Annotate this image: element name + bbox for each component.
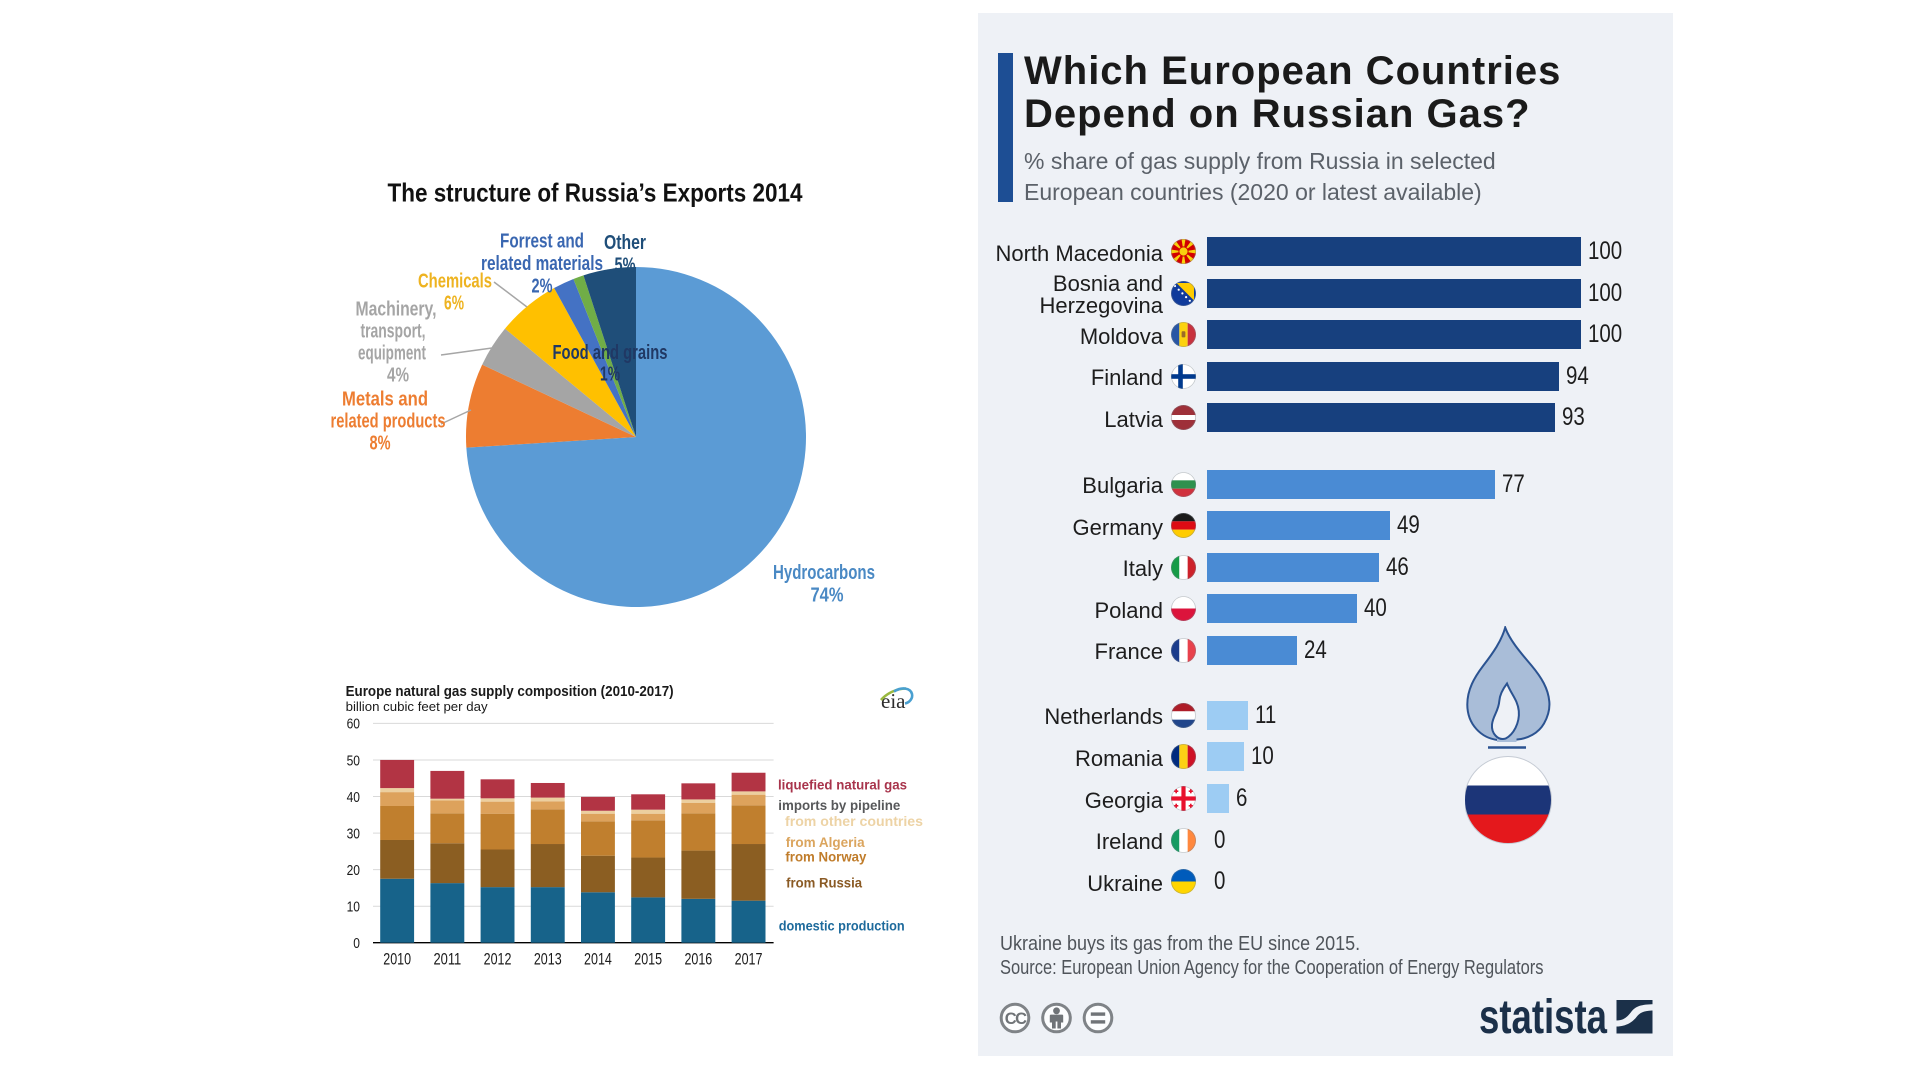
svg-text:from other countries: from other countries (785, 814, 923, 829)
svg-text:related products: related products (331, 411, 446, 433)
svg-text:Chemicals: Chemicals (418, 271, 492, 293)
svg-text:Metals and: Metals and (342, 388, 428, 410)
svg-text:5%: 5% (615, 254, 636, 276)
svg-text:40: 40 (347, 790, 360, 806)
svg-text:Europe natural gas supply comp: Europe natural gas supply composition (2… (346, 684, 674, 700)
svg-text:20: 20 (347, 863, 360, 879)
svg-text:30: 30 (347, 826, 360, 842)
svg-text:The structure of Russia’s Expo: The structure of Russia’s Exports 2014 (388, 178, 803, 208)
svg-text:0: 0 (353, 936, 360, 952)
svg-text:imports by pipeline: imports by pipeline (778, 798, 900, 813)
svg-text:2010: 2010 (383, 950, 411, 969)
svg-text:1%: 1% (600, 364, 620, 386)
svg-text:74%: 74% (811, 585, 844, 607)
svg-text:60: 60 (347, 717, 360, 733)
svg-text:equipment: equipment (358, 343, 426, 365)
svg-text:2017: 2017 (735, 950, 763, 969)
svg-text:eia: eia (881, 689, 906, 713)
svg-text:4%: 4% (387, 365, 409, 387)
svg-text:liquefied natural gas: liquefied natural gas (778, 777, 907, 792)
svg-text:2014: 2014 (584, 950, 612, 969)
svg-text:Hydrocarbons: Hydrocarbons (773, 562, 875, 584)
svg-text:6%: 6% (444, 293, 464, 315)
svg-text:related materials: related materials (481, 253, 603, 275)
svg-text:CC: CC (1005, 1010, 1027, 1028)
svg-text:2011: 2011 (433, 950, 461, 969)
svg-text:from Norway: from Norway (785, 850, 866, 865)
svg-text:10: 10 (347, 899, 360, 915)
svg-text:statista: statista (1479, 991, 1607, 1044)
svg-text:transport,: transport, (361, 321, 426, 343)
svg-text:from Russia: from Russia (786, 875, 862, 890)
svg-text:Forrest and: Forrest and (500, 231, 584, 253)
svg-text:2016: 2016 (684, 950, 712, 969)
svg-text:Machinery,: Machinery, (356, 299, 437, 321)
svg-text:from Algeria: from Algeria (786, 835, 865, 850)
svg-text:50: 50 (347, 753, 360, 769)
svg-text:2015: 2015 (634, 950, 662, 969)
svg-text:billion cubic feet per day: billion cubic feet per day (346, 700, 489, 714)
svg-text:Other: Other (604, 232, 646, 254)
svg-text:2012: 2012 (484, 950, 512, 969)
svg-text:2013: 2013 (534, 950, 562, 969)
svg-text:domestic production: domestic production (779, 919, 905, 934)
svg-text:8%: 8% (370, 433, 391, 455)
svg-text:Food and grains: Food and grains (553, 342, 668, 364)
svg-text:2%: 2% (532, 276, 553, 298)
